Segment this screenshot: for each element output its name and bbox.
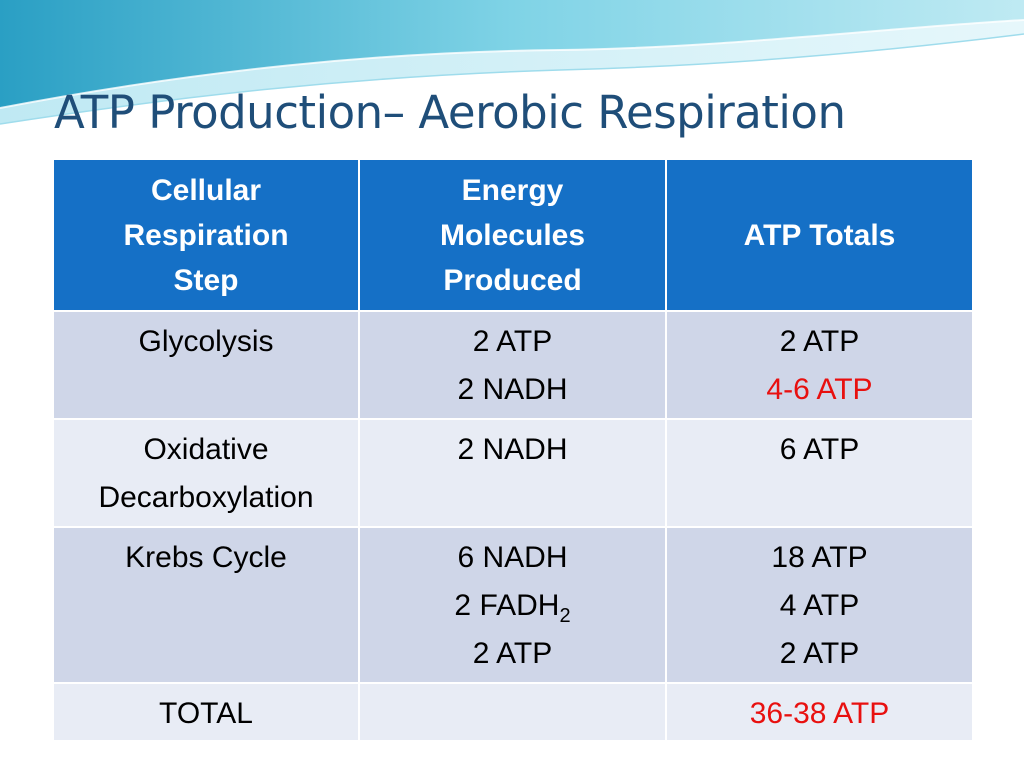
atp-table: Cellular Respiration Step Energy Molecul… <box>52 158 974 742</box>
header-cellular-respiration-step: Cellular Respiration Step <box>52 158 360 312</box>
table-header-row: Cellular Respiration Step Energy Molecul… <box>52 158 974 312</box>
header-text: Molecules <box>439 219 586 252</box>
cell-text: Decarboxylation <box>98 481 314 514</box>
table-row: TOTAL 36-38 ATP <box>52 682 974 742</box>
cell-text-highlight: 36-38 ATP <box>749 697 890 730</box>
cell-text: 2 FADH <box>454 589 560 622</box>
header-text: Respiration <box>123 219 289 252</box>
cell-text: 18 ATP <box>771 541 868 574</box>
cell-molecules: 6 NADH 2 FADH2 2 ATP <box>358 526 667 684</box>
cell-totals: 36-38 ATP <box>665 682 974 742</box>
header-text: Energy <box>461 174 564 207</box>
cell-text: 6 ATP <box>779 433 860 466</box>
cell-totals: 2 ATP 4-6 ATP <box>665 310 974 420</box>
cell-text: 2 ATP <box>472 325 553 358</box>
cell-totals: 18 ATP 4 ATP 2 ATP <box>665 526 974 684</box>
cell-step: Oxidative Decarboxylation <box>52 418 360 528</box>
cell-step: TOTAL <box>52 682 360 742</box>
cell-step: Krebs Cycle <box>52 526 360 684</box>
header-atp-totals: ATP Totals <box>665 158 974 312</box>
cell-molecules: 2 ATP 2 NADH <box>358 310 667 420</box>
cell-molecules <box>358 682 667 742</box>
cell-text-fadh2: 2 FADH2 <box>364 582 661 630</box>
cell-text: 2 ATP <box>779 637 860 670</box>
cell-text: Krebs Cycle <box>125 541 287 574</box>
cell-text: 2 ATP <box>472 637 553 670</box>
table-row: Glycolysis 2 ATP 2 NADH 2 ATP 4-6 ATP <box>52 310 974 420</box>
header-text: Produced <box>443 264 582 297</box>
cell-text: 2 NADH <box>457 433 568 466</box>
cell-text: 6 NADH <box>457 541 568 574</box>
cell-text: 2 NADH <box>457 373 568 406</box>
header-text: Step <box>173 264 239 297</box>
subscript: 2 <box>559 605 571 627</box>
cell-text: Glycolysis <box>138 325 274 358</box>
cell-text: 2 ATP <box>779 325 860 358</box>
header-text: ATP Totals <box>743 219 896 252</box>
table-row: Oxidative Decarboxylation 2 NADH 6 ATP <box>52 418 974 528</box>
cell-text: 4 ATP <box>779 589 860 622</box>
wave-decoration <box>0 0 1024 125</box>
cell-molecules: 2 NADH <box>358 418 667 528</box>
cell-text: Oxidative <box>143 433 269 466</box>
header-energy-molecules-produced: Energy Molecules Produced <box>358 158 667 312</box>
cell-text: TOTAL <box>159 697 253 730</box>
cell-step: Glycolysis <box>52 310 360 420</box>
cell-text-highlight: 4-6 ATP <box>766 373 873 406</box>
cell-totals: 6 ATP <box>665 418 974 528</box>
slide-title: ATP Production– Aerobic Respiration <box>54 86 846 139</box>
header-text: Cellular <box>150 174 262 207</box>
table-row: Krebs Cycle 6 NADH 2 FADH2 2 ATP 18 ATP … <box>52 526 974 684</box>
